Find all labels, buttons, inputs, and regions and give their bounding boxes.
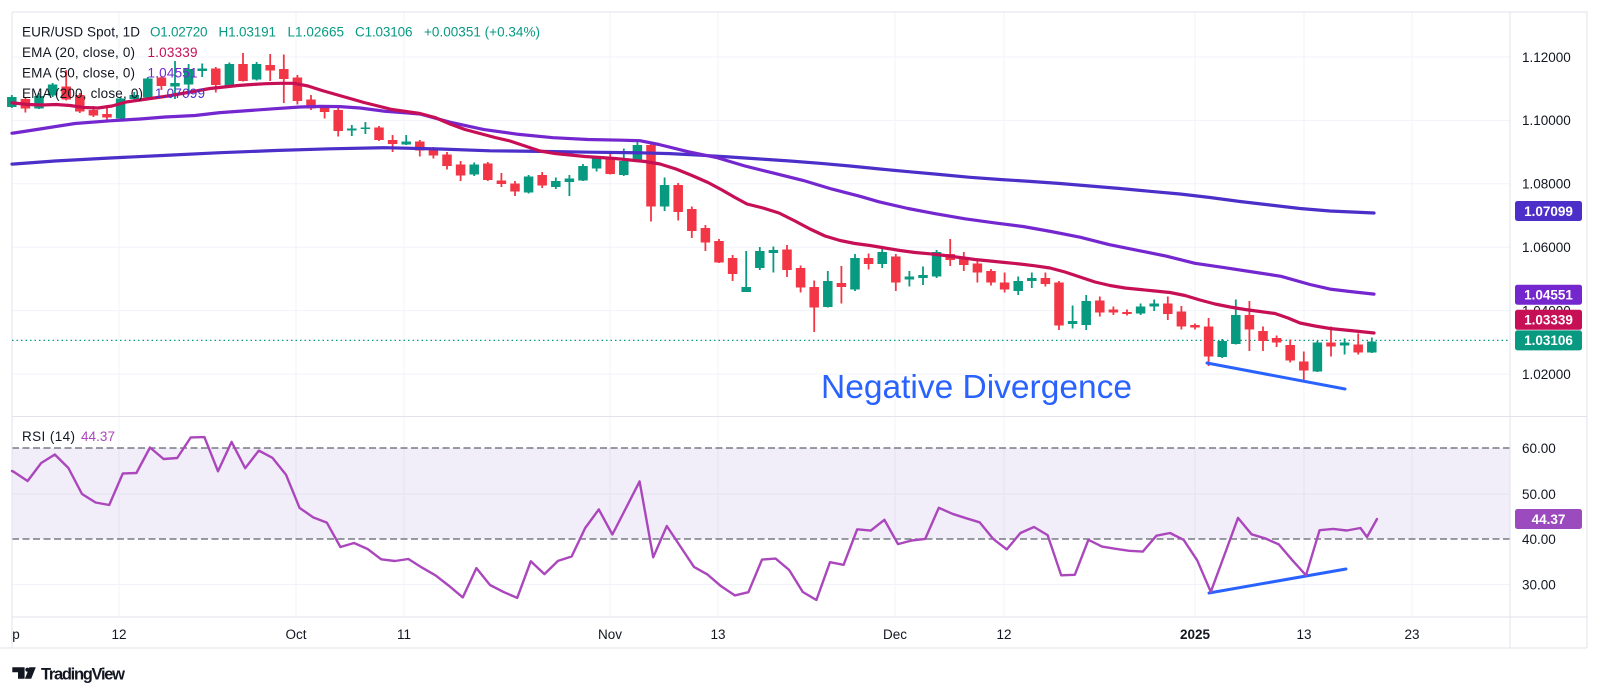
svg-text:EMA (50, close, 0): EMA (50, close, 0) bbox=[22, 66, 135, 81]
svg-text:C1.03106: C1.03106 bbox=[355, 25, 413, 40]
svg-text:Oct: Oct bbox=[285, 627, 306, 642]
svg-text:p: p bbox=[12, 627, 20, 642]
svg-text:EMA (200, close, 0): EMA (200, close, 0) bbox=[22, 86, 143, 101]
svg-text:1.03339: 1.03339 bbox=[148, 45, 198, 60]
svg-text:L1.02665: L1.02665 bbox=[288, 25, 345, 40]
svg-text:EUR/USD Spot, 1D: EUR/USD Spot, 1D bbox=[22, 25, 140, 40]
svg-text:O1.02720: O1.02720 bbox=[150, 25, 208, 40]
svg-text:44.37: 44.37 bbox=[1532, 512, 1566, 527]
svg-text:EMA (20, close, 0): EMA (20, close, 0) bbox=[22, 45, 135, 60]
svg-text:1.08000: 1.08000 bbox=[1522, 177, 1571, 192]
svg-text:1.07099: 1.07099 bbox=[1524, 204, 1573, 219]
svg-text:12: 12 bbox=[996, 627, 1011, 642]
svg-text:2025: 2025 bbox=[1180, 627, 1211, 642]
svg-text:30.00: 30.00 bbox=[1522, 577, 1556, 592]
svg-text:50.00: 50.00 bbox=[1522, 487, 1556, 502]
svg-text:23: 23 bbox=[1404, 627, 1419, 642]
svg-text:44.37: 44.37 bbox=[81, 429, 115, 444]
svg-text:1.02000: 1.02000 bbox=[1522, 367, 1571, 382]
svg-text:12: 12 bbox=[111, 627, 126, 642]
svg-text:RSI (14): RSI (14) bbox=[22, 429, 75, 444]
svg-text:Nov: Nov bbox=[598, 627, 622, 642]
svg-text:TradingView: TradingView bbox=[41, 666, 125, 684]
svg-text:11: 11 bbox=[397, 627, 411, 642]
svg-text:13: 13 bbox=[710, 627, 725, 642]
svg-text:13: 13 bbox=[1296, 627, 1311, 642]
svg-text:H1.03191: H1.03191 bbox=[219, 25, 277, 40]
svg-text:1.12000: 1.12000 bbox=[1522, 50, 1571, 65]
svg-text:+0.00351 (+0.34%): +0.00351 (+0.34%) bbox=[424, 25, 540, 40]
svg-text:40.00: 40.00 bbox=[1522, 532, 1556, 547]
svg-text:1.04551: 1.04551 bbox=[148, 66, 198, 81]
svg-text:1.10000: 1.10000 bbox=[1522, 113, 1571, 128]
svg-text:1.06000: 1.06000 bbox=[1522, 240, 1571, 255]
svg-text:1.07099: 1.07099 bbox=[155, 86, 205, 101]
svg-text:Dec: Dec bbox=[883, 627, 907, 642]
svg-text:Negative Divergence: Negative Divergence bbox=[821, 369, 1132, 406]
svg-text:1.03339: 1.03339 bbox=[1524, 313, 1573, 328]
svg-text:60.00: 60.00 bbox=[1522, 441, 1556, 456]
svg-text:1.04551: 1.04551 bbox=[1524, 288, 1573, 303]
svg-text:1.03106: 1.03106 bbox=[1524, 333, 1573, 348]
